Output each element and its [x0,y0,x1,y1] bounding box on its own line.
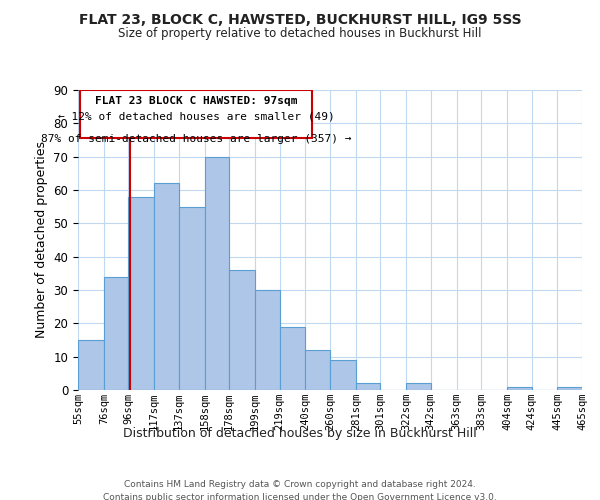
Text: Distribution of detached houses by size in Buckhurst Hill: Distribution of detached houses by size … [123,428,477,440]
Bar [330,360,356,390]
Bar [229,270,255,390]
Text: Contains public sector information licensed under the Open Government Licence v3: Contains public sector information licen… [103,492,497,500]
Bar [205,156,229,390]
Bar [179,206,205,390]
Y-axis label: Number of detached properties: Number of detached properties [35,142,48,338]
Bar [557,386,582,390]
Text: Size of property relative to detached houses in Buckhurst Hill: Size of property relative to detached ho… [118,28,482,40]
Bar [305,350,330,390]
Text: Contains HM Land Registry data © Crown copyright and database right 2024.: Contains HM Land Registry data © Crown c… [124,480,476,489]
Bar [356,384,380,390]
Text: FLAT 23, BLOCK C, HAWSTED, BUCKHURST HILL, IG9 5SS: FLAT 23, BLOCK C, HAWSTED, BUCKHURST HIL… [79,12,521,26]
Text: 87% of semi-detached houses are larger (357) →: 87% of semi-detached houses are larger (… [41,134,351,144]
Bar [128,196,154,390]
Bar [507,386,532,390]
FancyBboxPatch shape [80,90,311,138]
Bar [104,276,128,390]
Bar [406,384,431,390]
Text: FLAT 23 BLOCK C HAWSTED: 97sqm: FLAT 23 BLOCK C HAWSTED: 97sqm [95,96,297,106]
Bar [154,184,179,390]
Bar [78,340,104,390]
Bar [280,326,305,390]
Bar [255,290,280,390]
Text: ← 12% of detached houses are smaller (49): ← 12% of detached houses are smaller (49… [58,111,334,121]
